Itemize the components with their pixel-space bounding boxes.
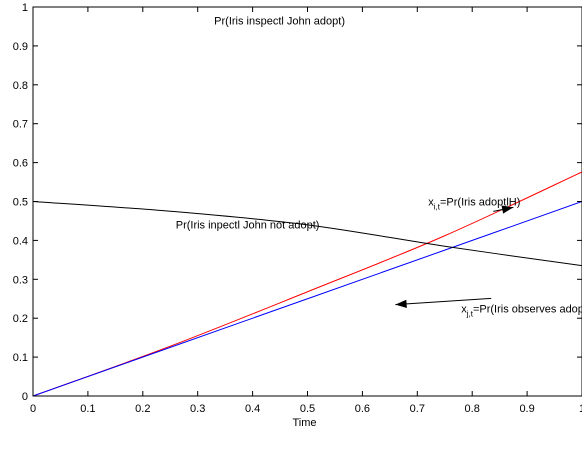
x-tick-label: 0.2 <box>135 403 150 415</box>
y-tick-label: 0 <box>22 391 28 403</box>
series-layer <box>32 171 582 397</box>
x-tick-label: 0 <box>30 403 36 415</box>
annotation-arrowhead <box>395 299 407 308</box>
x-tick-label: 0.4 <box>245 403 260 415</box>
annotation-label: Pr(Iris inpectl John not adopt) <box>176 220 320 232</box>
y-tick-label: 0.1 <box>13 352 28 364</box>
x-tick-label: 0.6 <box>355 403 370 415</box>
x-tick-label: 0.7 <box>410 403 425 415</box>
annotation-arrowhead <box>501 205 514 214</box>
x-tick-label: 0.9 <box>519 403 534 415</box>
annotation-label: xj,t=Pr(Iris observes adoptlH) <box>461 303 582 318</box>
y-tick-label: 0.9 <box>13 41 28 53</box>
annotation-label: Pr(Iris inspectl John adopt) <box>214 16 345 28</box>
y-tick-label: 1 <box>22 2 28 14</box>
y-tick-label: 0.8 <box>13 80 28 92</box>
plot-frame <box>32 6 582 397</box>
series-line-1 <box>32 201 582 397</box>
x-tick-label: 0.5 <box>300 403 315 415</box>
x-tick-label: 0.1 <box>80 403 95 415</box>
annotation-arrow <box>395 297 492 306</box>
annotation-label: xi,t=Pr(Iris adoptlH) <box>428 196 520 211</box>
x-tick-label: 0.3 <box>190 403 205 415</box>
series-line-2 <box>32 201 582 267</box>
x-tick-label: 0.8 <box>465 403 480 415</box>
x-tick-label: 1 <box>579 403 582 415</box>
y-tick-label: 0.5 <box>13 197 28 209</box>
y-tick-label: 0.7 <box>13 119 28 131</box>
plot-area <box>32 6 582 397</box>
y-tick-label: 0.4 <box>13 235 28 247</box>
x-axis-label: Time <box>292 417 316 429</box>
y-tick-label: 0.6 <box>13 158 28 170</box>
axes: 0 0.1 0.2 0.3 0.4 0.5 0.6 0.7 0.8 0.9 1 0 0.1 0.2 0.3 0… <box>13 2 582 429</box>
y-tick-label: 0.2 <box>13 313 28 325</box>
annotations: Pr(Iris inspectl John adopt) Pr(Iris inpe… <box>176 16 582 319</box>
y-tick-label: 0.3 <box>13 274 28 286</box>
